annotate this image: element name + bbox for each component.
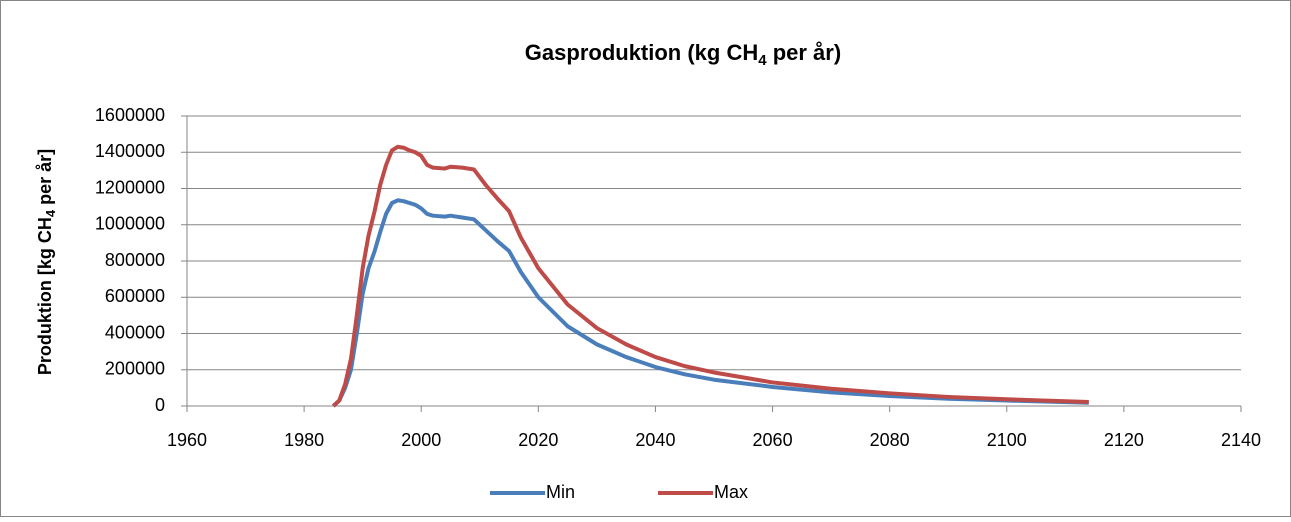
label-part: Produktion [kg CH xyxy=(35,217,55,375)
y-tick-label: 200000 xyxy=(105,359,165,379)
legend-label: Min xyxy=(546,482,575,502)
y-tick-label: 1400000 xyxy=(95,141,165,161)
y-tick-label: 1200000 xyxy=(95,177,165,197)
y-tick-label: 800000 xyxy=(105,250,165,270)
x-tick-label: 2120 xyxy=(1104,430,1144,450)
y-tick-label: 0 xyxy=(155,395,165,415)
legend-label: Max xyxy=(714,482,748,502)
y-tick-label: 400000 xyxy=(105,322,165,342)
y-axis-label: Produktion [kg CH4 per år] xyxy=(35,149,59,375)
x-tick-label: 1980 xyxy=(284,430,324,450)
x-tick-label: 2080 xyxy=(870,430,910,450)
title-part: Gasproduktion (kg CH xyxy=(525,40,758,65)
x-tick-label: 2000 xyxy=(401,430,441,450)
series-line xyxy=(332,198,1089,408)
x-tick-label: 1960 xyxy=(167,430,207,450)
x-tick-label: 2140 xyxy=(1221,430,1261,450)
chart-title: Gasproduktion (kg CH4 per år) xyxy=(525,40,841,69)
label-sub: 4 xyxy=(43,209,58,217)
x-tick-label: 2100 xyxy=(987,430,1027,450)
title-part: per år) xyxy=(767,40,842,65)
x-tick-label: 2060 xyxy=(753,430,793,450)
title-sub: 4 xyxy=(758,52,767,69)
y-tick-label: 1600000 xyxy=(95,105,165,125)
x-tick-label: 2020 xyxy=(518,430,558,450)
y-tick-label: 600000 xyxy=(105,286,165,306)
series-line xyxy=(332,144,1089,408)
label-part: per år] xyxy=(35,149,55,210)
y-tick-label: 1000000 xyxy=(95,214,165,234)
x-tick-label: 2040 xyxy=(635,430,675,450)
